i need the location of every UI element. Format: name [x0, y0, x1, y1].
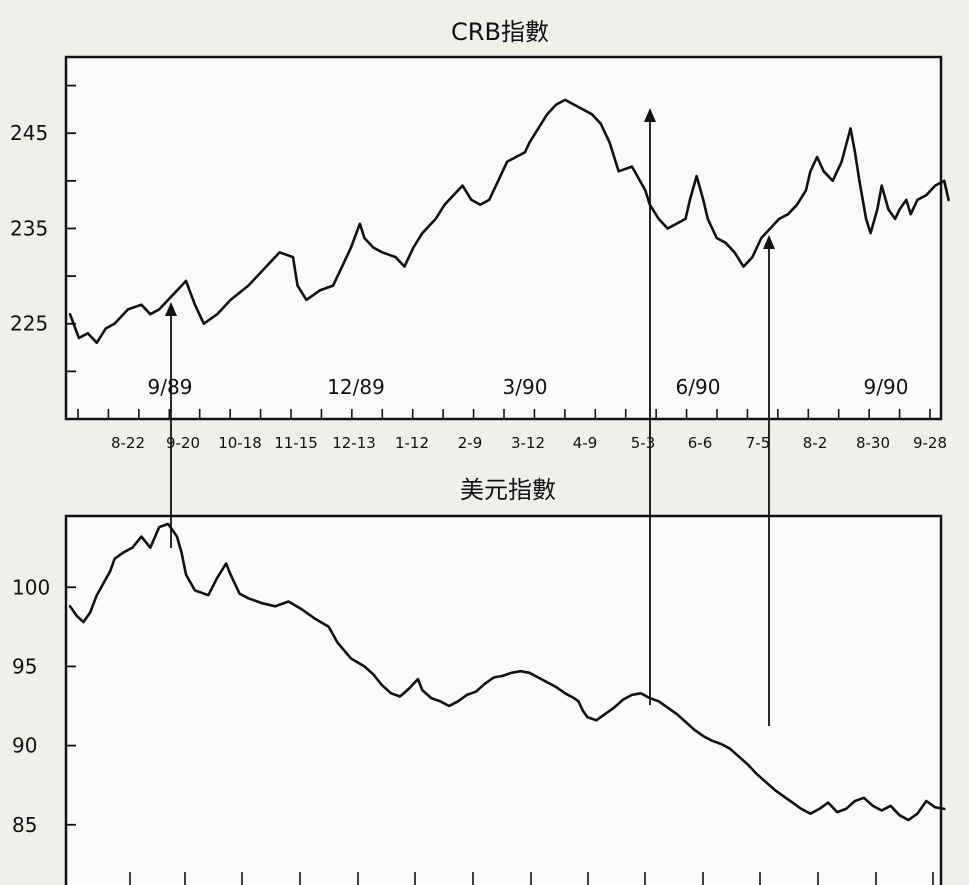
date-tick-label: 5-3 [631, 434, 656, 452]
crb-y-tick-label: 225 [10, 312, 48, 336]
date-tick-label: 12-13 [332, 434, 376, 452]
arrow-may-1990-head [644, 108, 656, 122]
arrow-july-1990-head [763, 235, 775, 249]
month-label: 9/90 [864, 375, 909, 399]
month-label: 12/89 [327, 375, 385, 399]
crb-series-line [68, 98, 950, 345]
month-label: 6/90 [676, 375, 721, 399]
month-label: 3/90 [503, 375, 548, 399]
dollar-y-tick-label: 90 [12, 734, 37, 758]
month-label: 9/89 [148, 375, 193, 399]
date-tick-label: 11-15 [274, 434, 318, 452]
annotation-arrows [165, 108, 775, 726]
crb-plot-frame [64, 55, 943, 421]
date-tick-label: 8-22 [111, 434, 145, 452]
crb-x-axis: 9/89 12/89 3/90 6/90 9/90 8-22 9-20 10-18 11-15 1… [77, 375, 947, 452]
dollar-y-axis: 85 90 95 100 [12, 575, 76, 837]
dollar-series-line [68, 522, 946, 822]
dollar-y-tick-label: 95 [12, 654, 37, 678]
crb-chart-title: CRB指數 [451, 18, 549, 46]
date-tick-label: 3-12 [511, 434, 545, 452]
dollar-chart-title: 美元指數 [460, 476, 556, 504]
crb-y-axis: 225 235 245 [10, 84, 76, 373]
date-tick-label: 4-9 [573, 434, 598, 452]
date-tick-label: 10-18 [218, 434, 262, 452]
dollar-x-axis [129, 872, 934, 885]
dollar-y-tick-label: 85 [12, 813, 37, 837]
date-tick-label: 1-12 [395, 434, 429, 452]
crb-y-tick-label: 235 [10, 216, 48, 240]
date-tick-label: 9-20 [166, 434, 200, 452]
date-tick-label: 7-5 [746, 434, 771, 452]
date-tick-label: 6-6 [688, 434, 713, 452]
crb-y-tick-label: 245 [10, 121, 48, 145]
dollar-y-tick-label: 100 [12, 575, 50, 599]
date-tick-label: 8-30 [856, 434, 890, 452]
dollar-plot-frame [64, 514, 943, 885]
date-tick-label: 8-2 [803, 434, 828, 452]
date-tick-label: 9-28 [913, 434, 947, 452]
arrow-1989-peak-head [165, 302, 177, 316]
date-tick-label: 2-9 [458, 434, 483, 452]
